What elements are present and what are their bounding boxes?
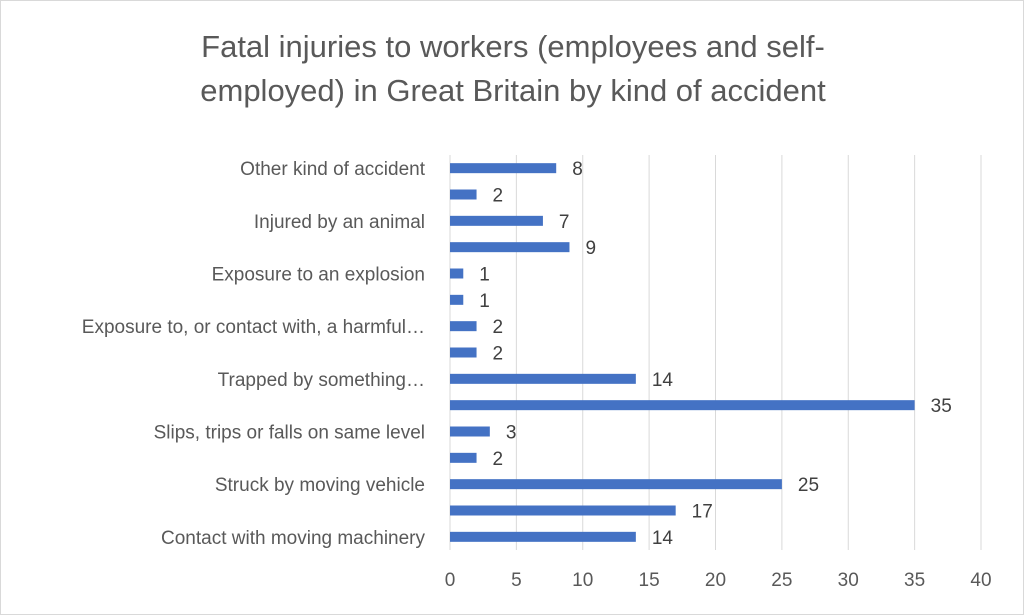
data-label: 35 [931,396,952,417]
data-label: 9 [585,238,596,259]
chart-title-line-2: employed) in Great Britain by kind of ac… [200,73,826,108]
x-tick-label: 10 [572,570,593,591]
x-tick-label: 35 [904,570,925,591]
data-label: 2 [493,186,504,207]
bar [450,400,915,411]
x-tick-label: 15 [639,570,660,591]
chart-title-line-1: Fatal injuries to workers (employees and… [201,29,825,64]
x-tick-label: 20 [705,570,726,591]
data-label: 25 [798,475,819,496]
data-label: 8 [572,159,583,180]
data-label: 2 [493,344,504,365]
data-label: 7 [559,212,570,233]
bar [450,505,676,516]
category-label: Exposure to an explosion [212,265,425,286]
chart-title: Fatal injuries to workers (employees and… [1,25,1023,113]
category-label: Injured by an animal [254,212,425,233]
data-label: 14 [652,370,674,391]
data-label: 17 [692,502,713,523]
category-label: Exposure to, or contact with, a harmful… [82,317,425,338]
bar [450,347,477,358]
bar [450,452,477,463]
x-tick-label: 5 [511,570,522,591]
category-label: Slips, trips or falls on same level [154,423,425,444]
data-label: 2 [493,317,504,338]
category-label: Contact with moving machinery [161,528,425,549]
data-label: 1 [479,291,490,312]
bar [450,294,464,305]
category-label: Other kind of accident [240,159,426,180]
data-label: 14 [652,528,674,549]
x-tick-label: 0 [445,570,456,591]
data-label: 1 [479,265,490,286]
bar [450,268,464,279]
bar [450,531,636,542]
category-label: Trapped by something… [218,370,425,391]
data-label: 3 [506,423,517,444]
x-tick-label: 25 [771,570,792,591]
bar [450,321,477,332]
bar [450,215,543,226]
category-label: Struck by moving vehicle [215,475,425,496]
x-tick-label: 30 [838,570,859,591]
bar [450,426,490,437]
data-label: 2 [493,449,504,470]
bar [450,163,557,174]
bar [450,242,570,253]
bar [450,189,477,200]
x-tick-label: 40 [970,570,991,591]
bar [450,373,636,384]
bar [450,479,782,490]
